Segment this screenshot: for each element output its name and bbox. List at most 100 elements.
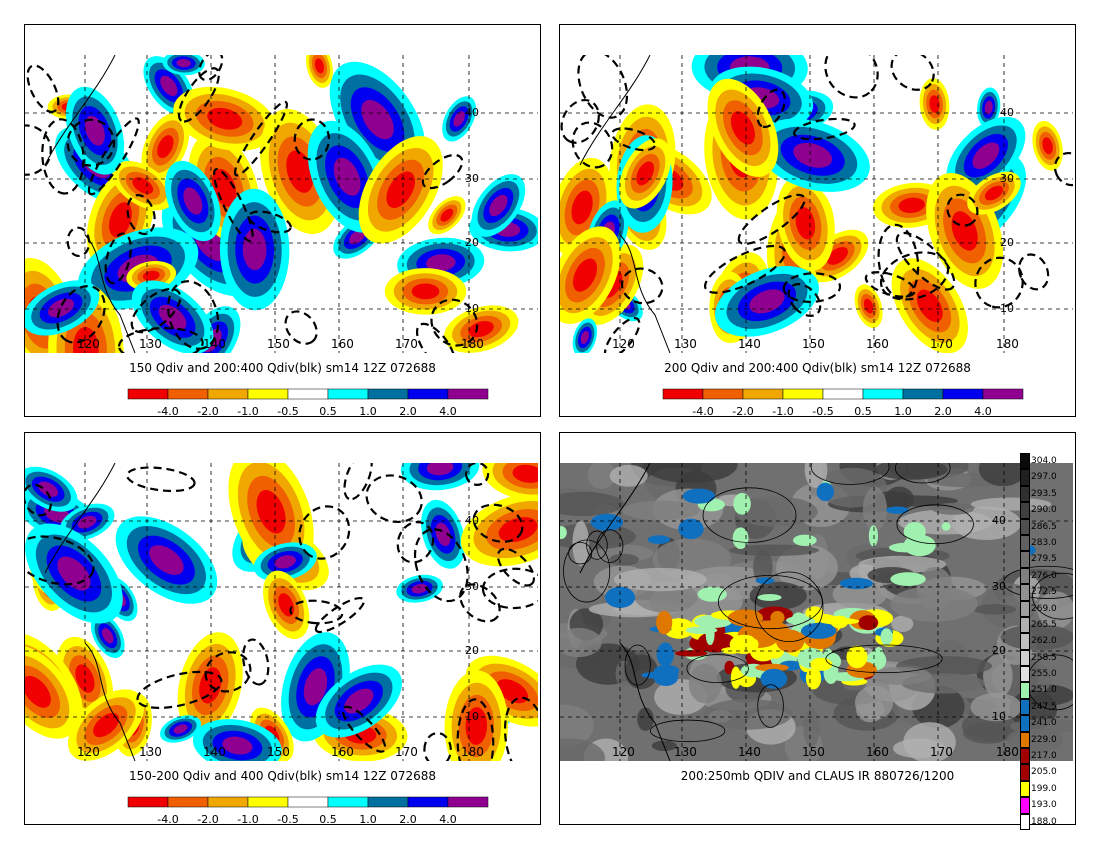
longitude-label: 130 [674,337,697,351]
longitude-label: 180 [996,745,1019,759]
colorbar-label: -1.0 [772,405,793,418]
longitude-label: 160 [331,745,354,759]
qdiv-map: 120 130 140 150 160 170 180 10 20 30 40 [25,55,538,353]
colorbar-swatch [167,796,209,808]
longitude-label: 150 [802,337,825,351]
colorbar-label: 258.5 [1031,652,1057,663]
longitude-label: 160 [866,337,889,351]
colorbar-label: 188.0 [1031,816,1057,827]
colorbar-label: 4.0 [439,405,457,418]
colorbar-swatch [287,796,329,808]
colorbar-swatch [1020,666,1030,683]
colorbar-label: 199.0 [1031,783,1057,794]
longitude-label: 180 [996,337,1019,351]
longitude-label: 120 [77,337,100,351]
longitude-label: 120 [77,745,100,759]
colorbar-swatch [902,388,944,400]
colorbar-label: 290.0 [1031,505,1057,516]
ir-colorbar-row: 265.5 [1020,616,1062,634]
longitude-label: 170 [930,337,953,351]
longitude-label: 170 [395,745,418,759]
colorbar-swatch [1020,780,1030,798]
colorbar-label: -4.0 [692,405,713,418]
ir-colorbar-row: 286.5 [1020,518,1062,535]
colorbar-swatch [1020,502,1030,519]
longitude-label: 130 [139,337,162,351]
colorbar-swatch [447,796,489,808]
colorbar-swatch [327,796,369,808]
latitude-label: 10 [465,710,479,723]
latitude-label: 20 [465,236,479,249]
ir-colorbar-row: 304.0 [1020,453,1062,470]
colorbar-label: -1.0 [237,813,258,826]
colorbar-swatch [327,388,369,400]
ir-colorbar-row: 283.0 [1020,534,1062,552]
longitude-label: 170 [930,745,953,759]
colorbar-label: 241.0 [1031,718,1057,729]
latitude-label: 30 [465,172,479,185]
qdiv-colorbar: -4.0 -2.0 -1.0 -0.5 0.5 1.0 2.0 4.0 [25,791,540,831]
longitude-label: 130 [139,745,162,759]
ir-colorbar-row: 272.5 [1020,584,1062,601]
colorbar-swatch [1020,698,1030,716]
longitude-label: 130 [674,745,697,759]
longitude-label: 120 [612,745,635,759]
ir-colorbar-row: 193.0 [1020,797,1062,814]
latitude-label: 40 [992,514,1006,527]
colorbar-label: -2.0 [732,405,753,418]
colorbar-swatch [982,388,1024,400]
colorbar-swatch [407,388,449,400]
colorbar-swatch [1020,764,1030,781]
colorbar-label: 229.0 [1031,734,1057,745]
latitude-label: 30 [465,580,479,593]
colorbar-swatch [1020,731,1030,749]
map-panel-4: 120 130 140 150 160 170 180 10 20 30 40 200:250mb … [559,432,1076,830]
ir-colorbar-row: 188.0 [1020,813,1062,830]
panel-caption: 150-200 Qdiv and 400 Qdiv(blk) sm14 12Z … [128,769,437,783]
colorbar-label: -0.5 [277,813,298,826]
colorbar-label: 304.0 [1031,456,1057,466]
ir-colorbar-row: 293.5 [1020,485,1062,503]
ir-colorbar-row: 241.0 [1020,715,1062,732]
colorbar-label: 286.5 [1031,521,1057,532]
longitude-label: 140 [738,745,761,759]
colorbar-swatch [1020,797,1030,814]
colorbar-swatch [1020,616,1030,634]
colorbar-label: 2.0 [399,813,417,826]
colorbar-swatch [942,388,984,400]
colorbar-swatch [1020,633,1030,650]
colorbar-swatch [407,796,449,808]
qdiv-colorbar: -4.0 -2.0 -1.0 -0.5 0.5 1.0 2.0 4.0 [25,383,540,423]
colorbar-swatch [1020,649,1030,667]
colorbar-label: 193.0 [1031,800,1057,811]
colorbar-swatch [1020,518,1030,535]
colorbar-swatch [367,796,409,808]
longitude-label: 160 [331,337,354,351]
latitude-label: 10 [992,710,1006,723]
longitude-label: 170 [395,337,418,351]
colorbar-label: -4.0 [157,405,178,418]
colorbar-swatch [862,388,904,400]
colorbar-label: 272.5 [1031,587,1057,598]
colorbar-label: 217.0 [1031,751,1057,762]
colorbar-swatch [1020,584,1030,601]
panel-caption: 200:250mb QDIV and CLAUS IR 880726/1200 [680,769,955,783]
longitude-label: 140 [738,337,761,351]
ir-colorbar-row: 205.0 [1020,764,1062,781]
ir-colorbar-row: 269.0 [1020,600,1062,617]
colorbar-swatch [247,388,289,400]
colorbar-swatch [1020,469,1030,486]
latitude-label: 30 [992,580,1006,593]
ir-colorbar-row: 251.0 [1020,682,1062,699]
panel-caption: 200 Qdiv and 200:400 Qdiv(blk) sm14 12Z … [664,361,971,375]
ir-colorbar-row: 199.0 [1020,780,1062,798]
colorbar-label: 2.0 [934,405,952,418]
colorbar-swatch [367,388,409,400]
panel-caption: 150 Qdiv and 200:400 Qdiv(blk) sm14 12Z … [129,361,436,375]
latitude-label: 20 [992,644,1006,657]
latitude-label: 10 [1000,302,1014,315]
colorbar-swatch [1020,715,1030,732]
colorbar-label: -2.0 [197,405,218,418]
longitude-label: 150 [267,745,290,759]
colorbar-label: 2.0 [399,405,417,418]
